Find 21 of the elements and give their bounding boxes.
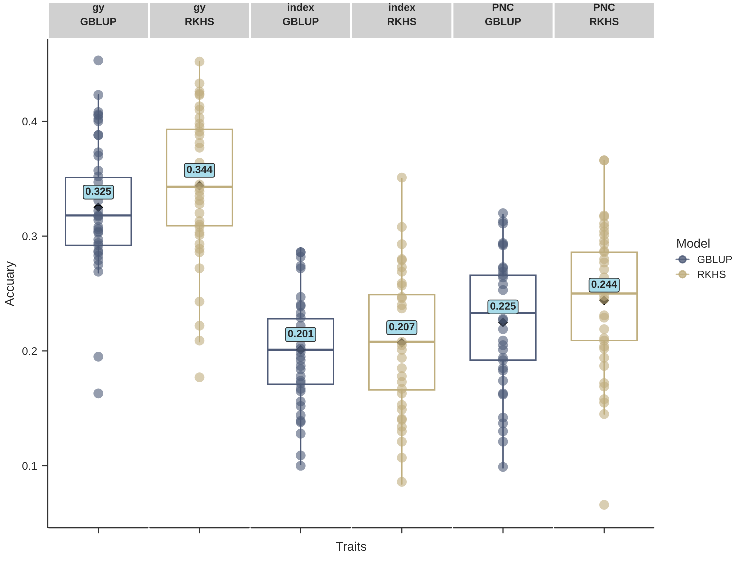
annotation: 0.201 (288, 330, 314, 338)
annotation: 0.344 (187, 166, 213, 174)
x-tick-label: PNC GBLUP (485, 4, 522, 26)
annotation: 0.207 (389, 323, 415, 331)
y-tick-label: 0.4 (22, 118, 38, 126)
y-tick-label: 0.3 (22, 232, 38, 240)
x-tick-label: gy RKHS (186, 5, 214, 26)
x-tick-label: PNC RKHS (590, 4, 619, 26)
y-axis-title: Accuary (5, 261, 17, 307)
legend-label: RKHS (698, 270, 726, 278)
legend-title: Model (678, 238, 710, 248)
annotation: 0.244 (592, 280, 618, 288)
x-axis-title: Traits (336, 542, 366, 552)
x-tick-label: index RKHS (388, 4, 416, 26)
legend-label: GBLUP (698, 256, 732, 264)
x-tick-label: gy GBLUP (80, 5, 116, 26)
annotation: 0.325 (86, 188, 112, 196)
y-tick-label: 0.2 (22, 347, 38, 356)
x-tick-label: index GBLUP (283, 4, 319, 26)
annotation: 0.225 (490, 302, 516, 310)
y-tick-label: 0.1 (22, 462, 38, 470)
